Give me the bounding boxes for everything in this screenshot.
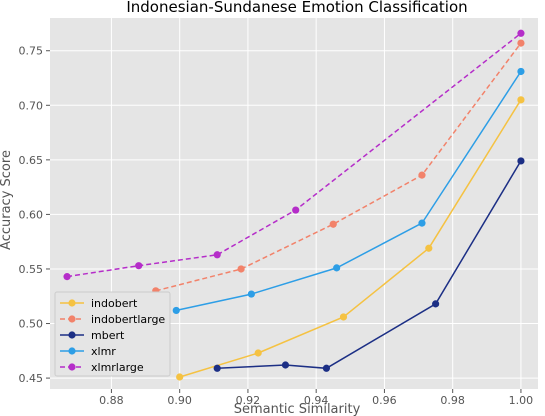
- legend-label: xlmr: [91, 345, 116, 358]
- data-point-indobert: [176, 373, 184, 381]
- series-indobertlarge: [152, 39, 525, 295]
- data-point-indobert: [425, 244, 433, 252]
- data-point-mbert: [432, 300, 440, 308]
- y-axis-ticks: 0.45 0.50 0.55 0.60 0.65 0.70 0.75: [19, 45, 50, 385]
- data-point-xlmrlarge: [517, 29, 525, 37]
- data-point-xlmrlarge: [63, 273, 71, 281]
- data-point-xlmr: [333, 264, 341, 272]
- series-line-indobertlarge: [155, 42, 522, 292]
- x-tick-label: 0.92: [236, 394, 261, 407]
- legend-box: [54, 291, 171, 377]
- data-point-indobert: [339, 313, 348, 321]
- legend-label: indobert: [91, 297, 138, 310]
- y-tick-label: 0.65: [19, 154, 44, 167]
- y-tick-label: 0.60: [19, 208, 44, 221]
- series-mbert: [213, 157, 525, 372]
- data-point-xlmr: [247, 290, 255, 298]
- series-indobert: [176, 96, 525, 381]
- legend-label: mbert: [91, 329, 125, 342]
- x-tick-label: 0.90: [167, 394, 192, 407]
- y-tick-label: 0.45: [19, 372, 44, 385]
- data-point-mbert: [213, 364, 221, 372]
- legend-item-xlmrlarge: xlmrlarge: [60, 361, 144, 374]
- legend: indobert indobertlarge mbert xlmr xlmrlarge: [54, 291, 171, 377]
- data-point-xlmrlarge: [292, 206, 300, 214]
- legend-item-indobert: indobert: [60, 297, 138, 310]
- legend-label: xlmrlarge: [91, 361, 144, 374]
- data-point-xlmr: [172, 306, 180, 315]
- y-tick-label: 0.70: [19, 99, 44, 112]
- series-xlmrlarge: [63, 29, 525, 281]
- y-tick-label: 0.50: [19, 318, 44, 331]
- data-point-indobertlarge: [329, 220, 337, 228]
- x-tick-label: 0.98: [440, 394, 465, 407]
- legend-marker: [68, 363, 76, 371]
- chart-title: Indonesian-Sundanese Emotion Classificat…: [126, 0, 467, 16]
- x-axis-label: Semantic Similarity: [234, 402, 361, 416]
- data-point-indobert: [254, 349, 262, 357]
- legend-marker: [68, 299, 76, 307]
- legend-item-xlmr: xlmr: [60, 345, 116, 358]
- y-tick-label: 0.55: [19, 263, 44, 276]
- x-tick-label: 0.88: [99, 394, 124, 407]
- data-point-mbert: [281, 361, 290, 369]
- y-axis-label: Accuracy Score: [0, 150, 14, 250]
- data-point-indobertlarge: [517, 39, 525, 47]
- legend-item-mbert: mbert: [60, 329, 125, 342]
- data-point-xlmr: [418, 219, 426, 227]
- data-point-mbert: [322, 364, 331, 372]
- legend-marker: [68, 347, 76, 355]
- x-tick-label: 1.00: [509, 394, 534, 407]
- data-point-indobertlarge: [418, 171, 426, 179]
- x-axis-ticks: 0.88 0.90 0.92 0.94 0.96 0.98 1.00: [99, 389, 533, 407]
- legend-marker: [68, 331, 76, 339]
- series-line-xlmrlarge: [66, 32, 522, 278]
- x-tick-label: 0.96: [372, 394, 397, 407]
- data-point-indobert: [517, 96, 525, 104]
- data-point-indobertlarge: [237, 265, 245, 273]
- y-tick-label: 0.75: [19, 45, 44, 58]
- legend-item-indobertlarge: indobertlarge: [60, 313, 165, 326]
- data-point-mbert: [517, 157, 525, 165]
- data-point-xlmrlarge: [135, 262, 143, 270]
- series-layer: [63, 29, 525, 381]
- x-tick-label: 0.94: [304, 394, 329, 407]
- legend-marker: [68, 315, 76, 323]
- data-point-xlmr: [517, 67, 525, 76]
- data-point-xlmrlarge: [213, 251, 221, 259]
- series-xlmr: [172, 67, 525, 315]
- legend-label: indobertlarge: [91, 313, 165, 326]
